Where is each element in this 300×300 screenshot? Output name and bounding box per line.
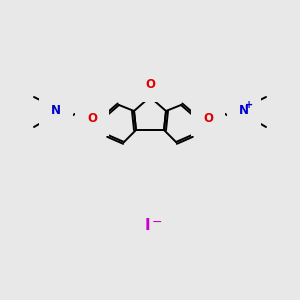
Text: N: N <box>239 104 249 118</box>
Text: O: O <box>203 112 213 124</box>
Text: I: I <box>144 218 150 232</box>
Text: O: O <box>87 112 97 124</box>
Text: +: + <box>245 100 253 110</box>
Text: O: O <box>145 77 155 91</box>
Text: N: N <box>51 104 61 118</box>
Text: −: − <box>152 215 163 229</box>
